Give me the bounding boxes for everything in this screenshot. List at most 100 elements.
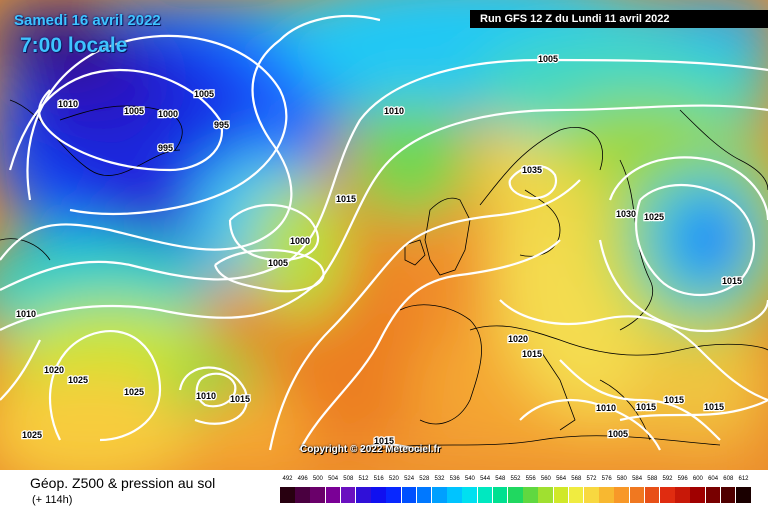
scale-tick-label: 588 [647,476,658,482]
scale-swatch [508,487,523,503]
scale-tick-label: 556 [525,476,536,482]
scale-swatch [325,487,341,503]
scale-swatch [614,487,629,503]
pressure-label: 1005 [268,258,288,268]
pressure-label: 1015 [636,402,656,412]
lead-time: (+ 114h) [32,494,73,506]
pressure-label: 1005 [538,54,558,64]
scale-swatch [416,487,432,503]
map-canvas: 1010 1005 1000 995 995 1005 1010 1005 10… [0,0,768,470]
scale-swatch [690,487,705,503]
scale-tick-label: 548 [495,476,506,482]
scale-swatch [371,487,386,503]
pressure-label: 1010 [58,99,78,109]
pressure-label: 1025 [124,387,144,397]
scale-tick-label: 576 [601,476,612,482]
geopotential-field [0,0,768,470]
scale-tick-label: 572 [586,476,597,482]
scale-swatch [568,487,584,503]
scale-tick-label: 544 [480,476,491,482]
scale-tick-label: 520 [388,476,399,482]
scale-swatch [280,487,295,503]
scale-tick-label: 596 [677,476,688,482]
pressure-label: 1005 [608,429,628,439]
scale-tick-label: 552 [510,476,521,482]
pressure-label: 1035 [522,165,542,175]
pressure-label: 1010 [16,309,36,319]
scale-swatch [736,487,751,503]
model-run-label: Run GFS 12 Z du Lundi 11 avril 2022 [470,10,768,28]
scale-swatch [401,487,417,503]
scale-swatch [310,487,325,503]
scale-swatch [553,487,569,503]
scale-swatch [599,487,614,503]
scale-swatch [340,487,356,503]
pressure-label: 1025 [644,212,664,222]
scale-tick-label: 584 [632,476,643,482]
scale-tick-label: 504 [328,476,339,482]
forecast-date: Samedi 16 avril 2022 [14,12,161,29]
pressure-label: 1015 [704,402,724,412]
scale-swatch [386,487,401,503]
pressure-label: 995 [158,143,173,153]
pressure-label: 1005 [194,89,214,99]
scale-swatch [584,487,599,503]
scale-swatch [462,487,477,503]
pressure-label: 1020 [44,365,64,375]
scale-swatch [492,487,508,503]
scale-swatch [432,487,447,503]
scale-tick-label: 496 [297,476,308,482]
scale-swatch [538,487,553,503]
scale-tick-label: 508 [343,476,354,482]
pressure-label: 1025 [68,375,88,385]
scale-tick-label: 524 [404,476,415,482]
pressure-label: 1010 [596,403,616,413]
scale-swatch [523,487,538,503]
pressure-label: 995 [214,120,229,130]
color-scale: 492 496 500 504 508 512 516 520 524 528 532 536 540 5… [280,476,752,510]
scale-swatch [705,487,721,503]
scale-swatch [356,487,371,503]
isobars [0,14,768,452]
scale-tick-label: 528 [419,476,430,482]
scale-swatch [720,487,736,503]
scale-swatch [644,487,660,503]
pressure-label: 1025 [22,430,42,440]
scale-tick-label: 608 [723,476,734,482]
weather-map: 1010 1005 1000 995 995 1005 1010 1005 10… [0,0,768,470]
scale-swatch [675,487,690,503]
pressure-label: 1005 [124,106,144,116]
scale-tick-label: 564 [556,476,567,482]
scale-tick-label: 592 [662,476,673,482]
forecast-time: 7:00 locale [20,34,128,57]
pressure-labels: 1010 1005 1000 995 995 1005 1010 1005 10… [15,53,744,448]
pressure-label: 1015 [722,276,742,286]
field-title: Géop. Z500 & pression au sol [30,475,216,491]
scale-tick-label: 604 [708,476,719,482]
scale-swatch [660,487,675,503]
scale-tick-label: 580 [616,476,627,482]
scale-tick-label: 512 [358,476,369,482]
scale-tick-label: 560 [540,476,551,482]
scale-tick-label: 600 [692,476,703,482]
scale-swatch [447,487,462,503]
pressure-label: 1015 [664,395,684,405]
scale-tick-label: 612 [738,476,749,482]
scale-swatch [477,487,493,503]
pressure-label: 1015 [522,349,542,359]
scale-swatch [629,487,645,503]
scale-tick-label: 532 [434,476,445,482]
copyright-notice: Copyright © 2022 Meteociel.fr [300,444,441,455]
scale-tick-label: 568 [571,476,582,482]
scale-swatch [295,487,310,503]
scale-tick-label: 536 [449,476,460,482]
pressure-label: 1010 [384,106,404,116]
scale-tick-label: 500 [312,476,323,482]
pressure-label: 1030 [616,209,636,219]
scale-tick-label: 540 [464,476,475,482]
pressure-label: 1015 [336,194,356,204]
scale-tick-label: 516 [373,476,384,482]
pressure-label: 1020 [508,334,528,344]
legend-bar: Géop. Z500 & pression au sol (+ 114h) 49… [0,470,768,512]
pressure-label: 1000 [158,109,178,119]
